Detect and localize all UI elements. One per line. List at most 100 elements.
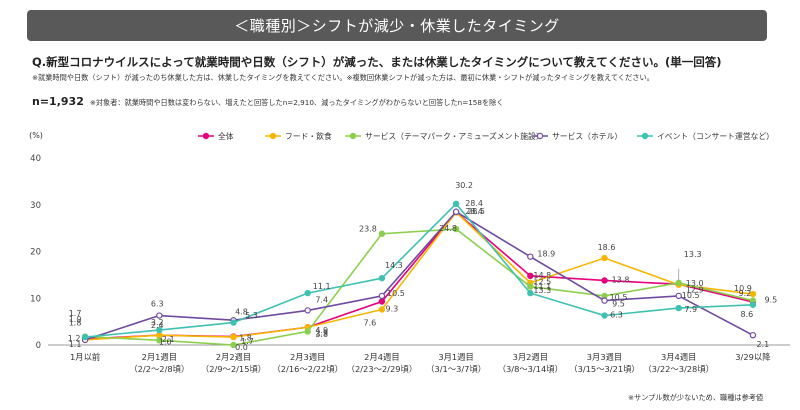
data-label: 3.8 [315, 330, 328, 339]
data-point [749, 301, 757, 308]
data-label: 4.8 [235, 308, 248, 317]
x-tick-label: 3月3週目 [587, 352, 622, 362]
data-label: 23.8 [359, 225, 377, 234]
x-tick-label: 2月1週目 [142, 352, 177, 362]
data-label: 2.4 [151, 321, 164, 330]
legend-label: 全体 [218, 131, 234, 141]
data-label: 18.6 [598, 243, 616, 252]
data-point [304, 307, 311, 314]
data-label: 9.5 [612, 300, 625, 309]
data-label: 9.2 [739, 289, 752, 298]
data-point [156, 337, 163, 344]
data-label: 6.3 [151, 300, 164, 309]
data-point [378, 274, 386, 282]
data-point [749, 331, 757, 339]
data-point [749, 290, 757, 298]
data-label: 10.9 [734, 284, 752, 293]
legend-marker [202, 132, 210, 140]
data-point [304, 289, 311, 297]
data-point [601, 297, 608, 304]
data-label: 12.5 [533, 278, 551, 287]
data-label: 10.5 [610, 293, 628, 302]
data-point [675, 279, 682, 287]
data-label: 13.3 [684, 250, 702, 259]
y-unit-label: (%) [29, 131, 43, 140]
data-label: 7.4 [315, 295, 328, 304]
data-label: 1.8 [239, 334, 252, 343]
data-point [156, 312, 163, 319]
legend-label: イベント（コンサート運営など） [657, 131, 774, 141]
data-label: 0.0 [235, 343, 248, 352]
data-label: 28.4 [465, 207, 483, 216]
x-tick-label: （2/2～2/8頃） [129, 364, 189, 374]
x-tick-label: （3/1～3/7頃） [426, 364, 486, 374]
y-tick-label: 30 [30, 201, 41, 211]
sample-line: n=1,932 ※対象者：就業時間や日数は変わらない、増えたと回答したn=2,91… [32, 90, 504, 109]
data-point [230, 341, 237, 349]
data-label: 18.9 [537, 250, 555, 259]
data-point [81, 333, 89, 341]
legend-label: フード・飲食 [285, 131, 332, 141]
legend-marker [349, 132, 357, 140]
legend-label: サービス（ホテル） [552, 132, 622, 141]
data-point [452, 208, 460, 215]
data-label: 3.2 [151, 318, 164, 327]
data-label: 9.5 [765, 296, 778, 305]
data-label: 1.7 [69, 309, 82, 318]
data-label: 14.3 [385, 261, 403, 270]
data-point [230, 319, 237, 326]
data-point [601, 254, 608, 262]
data-point [527, 272, 534, 280]
data-label: 1.0 [159, 337, 172, 346]
y-tick-label: 10 [30, 294, 41, 304]
x-tick-label: （3/8～3/14頃） [498, 364, 563, 374]
x-tick-label: 1月以前 [70, 352, 100, 362]
data-label: 13.0 [686, 279, 704, 288]
data-point [452, 225, 460, 233]
data-label: 1.1 [69, 340, 82, 349]
data-point [378, 306, 386, 313]
legend-marker [641, 132, 649, 140]
data-label: 7.9 [684, 305, 697, 314]
data-point [156, 326, 163, 334]
data-label: 6.3 [610, 311, 623, 320]
answer-note: ※就業時間や日数（シフト）が減ったのち休業した方は、休業したタイミングを教えてく… [32, 73, 654, 82]
data-label: 12.9 [686, 286, 704, 295]
y-tick-label: 0 [36, 341, 41, 351]
data-label: 11.1 [533, 282, 551, 291]
x-tick-label: 3/29以降 [735, 352, 771, 362]
x-tick-label: （2/9～2/15頃） [201, 364, 266, 374]
data-point [527, 253, 534, 260]
data-point [527, 289, 534, 297]
data-point [675, 292, 682, 300]
data-label: 2.1 [162, 335, 175, 344]
x-tick-label: 2月2週目 [216, 352, 251, 362]
data-label: 1.8 [69, 319, 82, 328]
data-point [378, 298, 386, 305]
series-line [85, 202, 753, 338]
x-tick-label: （3/15～3/21頃） [569, 364, 639, 374]
data-label: 1.7 [241, 337, 254, 346]
data-label: 28.5 [467, 207, 485, 216]
data-point [304, 328, 311, 335]
chart-title: ＜職種別＞シフトが減少・休業したタイミング [234, 17, 560, 35]
data-label: 1.2 [68, 334, 81, 343]
data-point [378, 292, 386, 300]
data-label: 1.9 [69, 315, 82, 324]
data-point [675, 304, 682, 312]
series-line [84, 210, 754, 341]
sample-size: n=1,932 [32, 95, 84, 108]
data-point [527, 283, 534, 290]
x-tick-label: 3月1週目 [438, 352, 473, 362]
x-tick-label: （3/22～3/28頃） [643, 364, 713, 374]
target-note: ※対象者：就業時間や日数は変わらない、増えたと回答したn=2,910、減ったタイ… [89, 98, 504, 107]
data-label: 2.9 [315, 328, 328, 337]
data-label: 10.5 [387, 289, 405, 298]
question-text: Q.新型コロナウイルスによって就業時間や日数（シフト）が減った、または休業したタ… [32, 55, 722, 69]
data-label: 9.3 [386, 305, 399, 314]
x-tick-label: 2月3週目 [290, 352, 325, 362]
legend-marker [536, 132, 544, 140]
data-label: 5.3 [245, 311, 258, 320]
data-label: 13.8 [612, 275, 630, 284]
